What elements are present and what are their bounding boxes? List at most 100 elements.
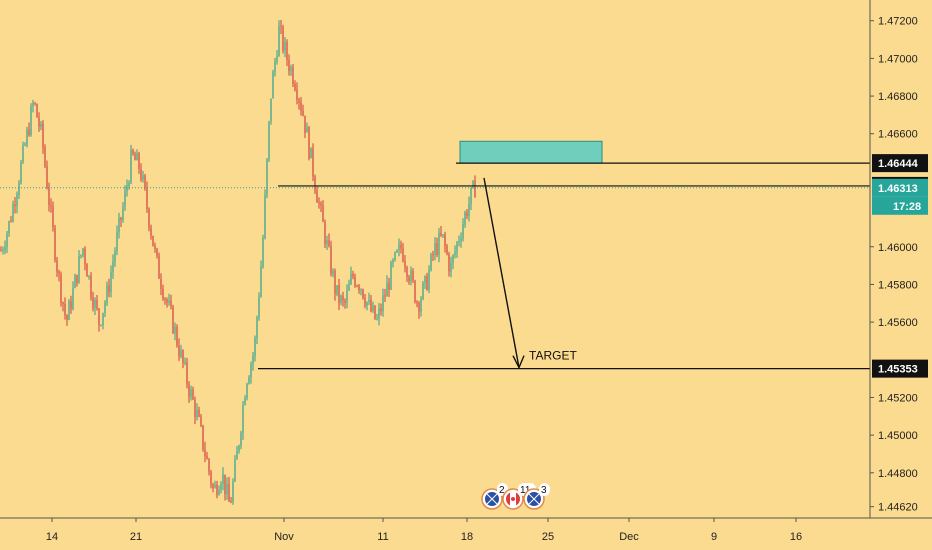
candle-body: [428, 270, 430, 290]
candle-body: [388, 282, 390, 290]
candle-body: [430, 254, 432, 271]
candle-body: [274, 61, 276, 73]
candle-body: [146, 188, 148, 209]
candle-body: [446, 246, 448, 255]
candle-body: [182, 350, 184, 363]
candle-body: [80, 254, 82, 257]
candle-body: [108, 285, 110, 293]
candle-body: [370, 299, 372, 312]
candle-body: [180, 350, 182, 357]
candle-body: [98, 308, 100, 325]
candle-body: [246, 383, 248, 398]
candle-body: [74, 274, 76, 288]
x-tick-label: 9: [711, 531, 717, 543]
candle-body: [90, 275, 92, 298]
candle-body: [160, 278, 162, 289]
candle-body: [0, 250, 2, 252]
candle-body: [22, 144, 24, 163]
candle-body: [166, 299, 168, 303]
candle-body: [450, 262, 452, 272]
candle-body: [220, 483, 222, 491]
candle-body: [162, 288, 164, 299]
candles-layer: [0, 20, 476, 505]
candle-body: [82, 248, 84, 255]
candle-body: [252, 355, 254, 364]
candle-body: [394, 252, 396, 261]
candle-body: [88, 275, 90, 277]
candle-body: [186, 362, 188, 385]
candle-body: [54, 227, 56, 260]
candle-body: [14, 204, 16, 207]
candle-body: [156, 248, 158, 256]
candle-body: [244, 397, 246, 405]
candle-body: [134, 154, 136, 161]
candle-body: [224, 474, 226, 495]
candle-body: [144, 175, 146, 189]
price-tag-dark: [872, 154, 928, 173]
supply-zone[interactable]: [459, 140, 603, 164]
x-tick-label: Dec: [619, 531, 639, 543]
candle-body: [362, 289, 364, 299]
candle-body: [38, 117, 40, 127]
candle-body: [392, 260, 394, 263]
candle-body: [42, 123, 44, 148]
candle-body: [366, 301, 368, 306]
candle-body: [358, 286, 360, 291]
candle-body: [92, 297, 94, 309]
candle-body: [308, 127, 310, 159]
candle-body: [218, 490, 220, 495]
candle-body: [240, 432, 242, 446]
y-tick-label: 1.45800: [878, 279, 918, 291]
countdown-label: 17:28: [893, 201, 921, 213]
candle-body: [280, 26, 282, 28]
candle-body: [376, 318, 378, 320]
candle-body: [226, 483, 228, 495]
candle-body: [264, 194, 266, 238]
candle-body: [272, 72, 274, 99]
price-tag-label: 1.45353: [878, 364, 918, 376]
candle-body: [78, 256, 80, 283]
candle-body: [136, 153, 138, 161]
candle-body: [132, 149, 134, 155]
union-jack-icon: [528, 493, 540, 505]
event-count-label: 11: [520, 485, 531, 496]
candle-body: [302, 110, 304, 116]
candle-body: [332, 270, 334, 275]
candle-body: [382, 295, 384, 312]
candle-body: [354, 276, 356, 286]
candle-body: [454, 251, 456, 256]
candle-body: [406, 267, 408, 278]
candle-body: [36, 104, 38, 118]
candle-body: [10, 221, 12, 223]
candle-body: [66, 315, 68, 320]
candle-body: [200, 416, 202, 426]
y-tick-label: 1.44800: [878, 468, 918, 480]
candle-body: [344, 300, 346, 303]
candle-body: [356, 285, 358, 287]
candle-body: [262, 237, 264, 267]
candle-body: [282, 26, 284, 51]
candle-body: [16, 194, 18, 207]
candle-body: [20, 162, 22, 184]
candle-body: [62, 302, 64, 304]
candle-body: [460, 238, 462, 241]
candle-body: [242, 404, 244, 433]
candle-body: [338, 285, 340, 303]
candle-body: [464, 212, 466, 225]
candle-body: [164, 298, 166, 300]
candle-body: [76, 274, 78, 283]
candle-body: [374, 305, 376, 319]
maple-leaf-icon: [511, 497, 515, 501]
time-axis[interactable]: 14 21 Nov 11 18 25 Dec 9 16: [46, 518, 802, 543]
price-tag-label: 1.46444: [878, 158, 919, 170]
candle-body: [290, 67, 292, 72]
candle-body: [198, 410, 200, 417]
price-axis[interactable]: 1.47200 1.47000 1.46800 1.46600 1.46000 1.458…: [870, 16, 928, 514]
candle-body: [94, 299, 96, 309]
candle-body: [326, 240, 328, 245]
target-arrow[interactable]: [483, 177, 520, 368]
candle-body: [266, 158, 268, 195]
candle-body: [372, 305, 374, 312]
candle-body: [300, 102, 302, 111]
